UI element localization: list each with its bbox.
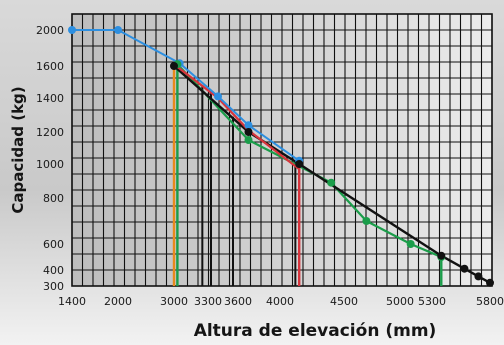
x-tick-label: 3600 (224, 295, 252, 308)
y-tick-label: 800 (43, 192, 64, 205)
x-axis-label: Altura de elevación (mm) (194, 321, 437, 341)
x-tick-label: 5800 (476, 295, 504, 308)
data-point (362, 217, 371, 225)
y-tick-label: 2000 (36, 24, 64, 37)
data-point (244, 128, 253, 136)
data-point (170, 62, 178, 70)
plot-border (71, 13, 493, 287)
x-tick-label: 5000 (386, 295, 414, 308)
y-tick-label: 1600 (36, 60, 64, 73)
x-tick-label: 4500 (330, 295, 358, 308)
grid (71, 13, 493, 287)
series-line (176, 63, 442, 259)
data-point (327, 178, 336, 187)
x-tick-label: 3000 (160, 295, 188, 308)
y-tick-label: 1000 (36, 158, 64, 171)
data-point (406, 240, 415, 248)
tick-labels: 1400 2000 3000 3300 3600 4000 4500 5000 5300 5800… (36, 24, 504, 308)
y-axis-label: Capacidad (kg) (9, 86, 27, 213)
data-point (460, 264, 469, 273)
y-tick-label: 600 (43, 238, 64, 251)
data-point (68, 26, 76, 34)
data-point (437, 251, 446, 260)
data-point (295, 160, 304, 168)
x-tick-label: 1400 (58, 295, 86, 308)
data-point (244, 121, 253, 130)
data-point (474, 272, 483, 281)
data-point (214, 92, 222, 101)
x-tick-label: 3300 (194, 295, 222, 308)
y-tick-label: 400 (43, 264, 64, 277)
y-tick-label: 1200 (36, 126, 64, 139)
x-tick-label: 4000 (266, 295, 294, 308)
series-markers (68, 26, 494, 287)
series-line (173, 63, 300, 170)
x-tick-label: 5300 (418, 295, 446, 308)
x-tick-label: 2000 (104, 295, 132, 308)
data-point (114, 26, 122, 34)
drop-lines (172, 64, 443, 286)
series-line (72, 29, 300, 162)
y-tick-label: 300 (43, 280, 64, 293)
data-point (244, 136, 253, 144)
data-point (486, 278, 494, 287)
y-tick-label: 1400 (36, 92, 64, 105)
